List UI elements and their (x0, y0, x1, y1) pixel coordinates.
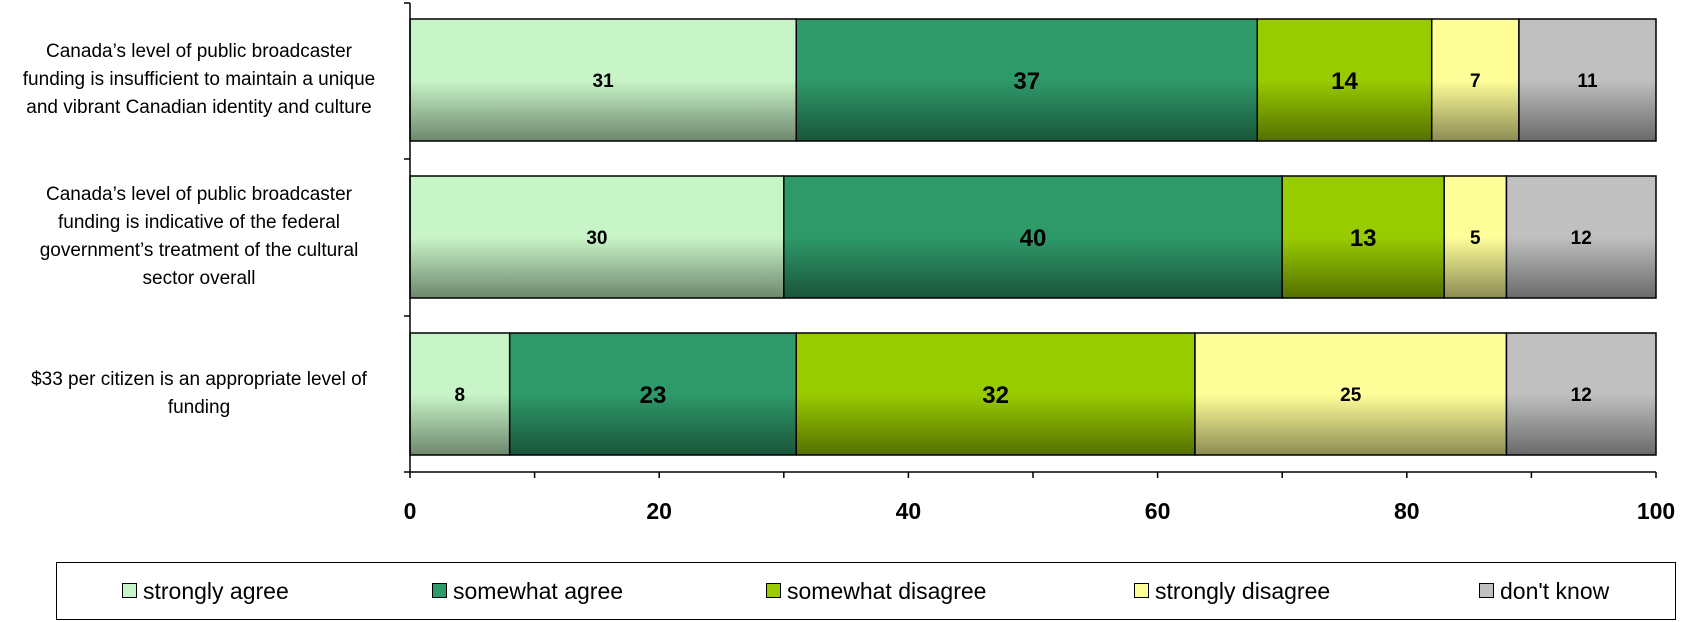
bar-segment (795, 18, 1259, 142)
bar-value-label: 14 (1331, 68, 1358, 95)
bar-segment (409, 332, 511, 456)
x-tick-label: 20 (646, 498, 672, 524)
x-tick-label: 80 (1394, 498, 1420, 524)
bar-value-label: 25 (1340, 385, 1362, 406)
bar-segment (409, 175, 785, 299)
category-label-line: Canada’s level of public broadcaster (46, 184, 352, 205)
bar-segment (1505, 332, 1657, 456)
bar-value-label: 12 (1571, 228, 1592, 249)
bar-segment (1281, 175, 1445, 299)
category-label-line: sector overall (142, 268, 256, 289)
bar-segment (783, 175, 1283, 299)
legend-label: don't know (1500, 578, 1610, 604)
bar-segment (409, 18, 798, 142)
legend-item: don't know (1479, 577, 1609, 605)
category-label: $33 per citizen is an appropriate level … (0, 366, 398, 422)
legend: strongly agree somewhat agree somewhat dis… (56, 562, 1676, 620)
category-label-line: funding is indicative of the federal (57, 212, 340, 233)
bar-segment (1256, 18, 1433, 142)
category-label-line: funding (167, 397, 231, 418)
bar-segment (1194, 332, 1508, 456)
bar-value-label: 12 (1571, 385, 1592, 406)
bar-segment (1518, 18, 1657, 142)
bar-segment (1505, 175, 1657, 299)
legend-swatch (1479, 583, 1494, 598)
legend-swatch (766, 583, 781, 598)
bar-value-label: 40 (1020, 225, 1047, 252)
category-label-line: government’s treatment of the cultural (39, 240, 359, 261)
category-label-line: funding is insufficient to maintain a un… (22, 69, 376, 90)
bar-value-label: 31 (593, 71, 615, 92)
axes-layer: 0 20 40 60 80 100 (404, 2, 1675, 524)
legend-swatch (122, 583, 137, 598)
bars-layer: 31 37 14 7 11 30 40 13 5 12 8 23 32 25 12 (409, 18, 1657, 456)
legend-swatch (432, 583, 447, 598)
category-label-line: and vibrant Canadian identity and cultur… (26, 97, 372, 118)
stacked-bar-chart: 31 37 14 7 11 30 40 13 5 12 8 23 32 25 12 0 20 40 60 80 100 (404, 2, 1675, 524)
legend-label: somewhat disagree (787, 578, 987, 604)
x-tick-label: 100 (1637, 498, 1675, 524)
bar-value-label: 13 (1350, 225, 1377, 252)
x-tick-label: 60 (1145, 498, 1171, 524)
bar-value-label: 37 (1013, 68, 1040, 95)
legend-label: somewhat agree (453, 578, 624, 604)
legend-item: strongly disagree (1134, 577, 1330, 605)
bar-value-label: 32 (982, 382, 1009, 409)
legend-item: somewhat agree (432, 577, 623, 605)
bar-segment (1430, 18, 1520, 142)
category-label-line: $33 per citizen is an appropriate level … (31, 369, 367, 390)
bar-value-label: 8 (455, 385, 466, 406)
legend-item: strongly agree (122, 577, 289, 605)
x-tick-label: 0 (404, 498, 417, 524)
legend-item: somewhat disagree (766, 577, 986, 605)
x-tick-label: 40 (896, 498, 922, 524)
category-label: Canada’s level of public broadcaster fund… (0, 38, 398, 122)
bar-value-label: 30 (586, 228, 607, 249)
legend-label: strongly agree (143, 578, 289, 604)
legend-swatch (1134, 583, 1149, 598)
legend-label: strongly disagree (1155, 578, 1331, 604)
bar-segment (795, 332, 1196, 456)
bar-value-label: 11 (1577, 71, 1598, 92)
category-label-line: Canada’s level of public broadcaster (46, 41, 352, 62)
bar-value-label: 5 (1470, 228, 1481, 249)
bar-value-label: 7 (1470, 71, 1481, 92)
bar-value-label: 23 (640, 382, 667, 409)
category-label: Canada’s level of public broadcaster fund… (0, 181, 398, 293)
bar-segment (1443, 175, 1508, 299)
bar-segment (508, 332, 798, 456)
